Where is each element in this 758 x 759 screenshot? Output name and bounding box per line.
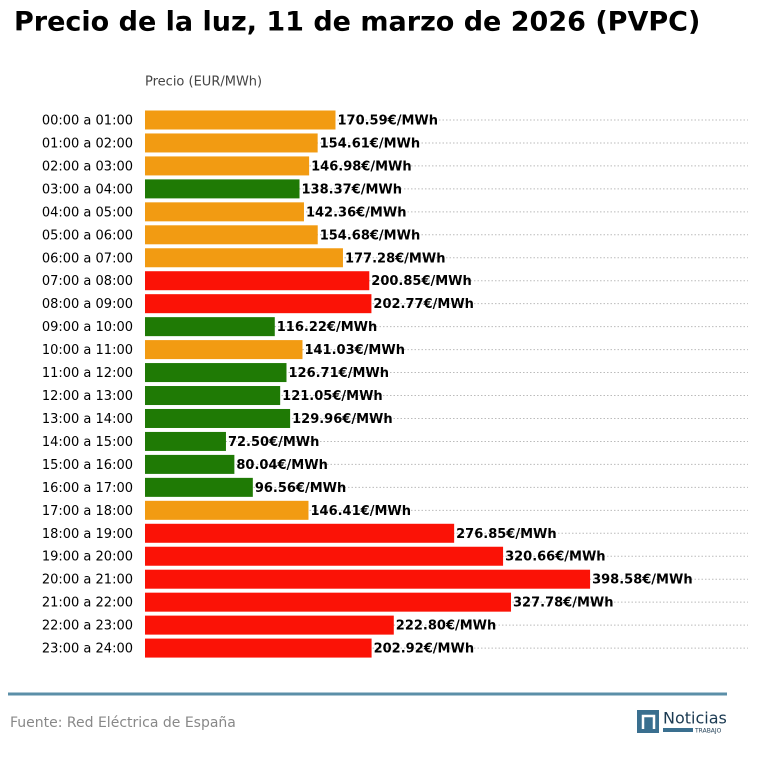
bar xyxy=(145,363,287,383)
bar xyxy=(145,546,504,566)
y-tick-label: 23:00 a 24:00 xyxy=(42,642,133,657)
value-label: 142.36€/MWh xyxy=(306,205,407,220)
y-tick-label: 10:00 a 11:00 xyxy=(42,343,133,358)
bar xyxy=(145,110,336,130)
value-label: 116.22€/MWh xyxy=(277,320,378,335)
y-tick-label: 03:00 a 04:00 xyxy=(42,182,133,197)
bar xyxy=(145,133,318,153)
bar xyxy=(145,431,226,451)
value-label: 146.98€/MWh xyxy=(311,159,412,174)
y-tick-label: 12:00 a 13:00 xyxy=(42,389,133,404)
value-label: 222.80€/MWh xyxy=(396,619,497,634)
y-tick-label: 22:00 a 23:00 xyxy=(42,619,133,634)
y-tick-label: 09:00 a 10:00 xyxy=(42,320,133,335)
value-label: 177.28€/MWh xyxy=(345,251,446,266)
value-label: 138.37€/MWh xyxy=(302,182,403,197)
source: Fuente: Red Eléctrica de España xyxy=(10,715,236,731)
y-tick-label: 07:00 a 08:00 xyxy=(42,274,133,289)
bar xyxy=(145,248,343,268)
axis-label: Precio (EUR/MWh) xyxy=(145,75,262,90)
bar xyxy=(145,340,303,360)
value-label: 72.50€/MWh xyxy=(228,435,319,450)
value-label: 126.71€/MWh xyxy=(288,366,389,381)
y-tick-label: 14:00 a 15:00 xyxy=(42,435,133,450)
bar xyxy=(145,592,512,612)
value-label: 276.85€/MWh xyxy=(456,527,557,542)
bar xyxy=(145,225,318,245)
bar xyxy=(145,638,372,658)
y-tick-label: 15:00 a 16:00 xyxy=(42,458,133,473)
bar xyxy=(145,156,310,176)
bar xyxy=(145,615,394,635)
bar xyxy=(145,179,300,199)
y-tick-label: 13:00 a 14:00 xyxy=(42,412,133,427)
value-label: 327.78€/MWh xyxy=(513,596,614,611)
logo-icon xyxy=(637,710,659,733)
y-tick-label: 06:00 a 07:00 xyxy=(42,251,133,266)
logo-glyph xyxy=(641,714,656,729)
bar xyxy=(145,202,304,222)
value-label: 80.04€/MWh xyxy=(236,458,327,473)
bar xyxy=(145,386,281,406)
y-tick-label: 16:00 a 17:00 xyxy=(42,481,133,496)
y-tick-label: 08:00 a 09:00 xyxy=(42,297,133,312)
y-tick-label: 17:00 a 18:00 xyxy=(42,504,133,519)
value-label: 121.05€/MWh xyxy=(282,389,383,404)
bar xyxy=(145,477,253,497)
value-label: 170.59€/MWh xyxy=(337,114,438,129)
value-label: 320.66€/MWh xyxy=(505,550,605,565)
y-tick-label: 18:00 a 19:00 xyxy=(42,527,133,542)
bar xyxy=(145,408,291,428)
bar xyxy=(145,271,370,291)
y-tick-label: 20:00 a 21:00 xyxy=(42,573,133,588)
bar xyxy=(145,523,455,543)
y-tick-label: 05:00 a 06:00 xyxy=(42,228,133,243)
y-tick-label: 04:00 a 05:00 xyxy=(42,205,133,220)
y-tick-label: 21:00 a 22:00 xyxy=(42,596,133,611)
bar xyxy=(145,294,372,314)
value-label: 96.56€/MWh xyxy=(255,481,346,496)
logo-text: Noticias xyxy=(663,709,727,728)
y-tick-label: 02:00 a 03:00 xyxy=(42,159,133,174)
logo-bar xyxy=(663,728,693,732)
value-label: 202.77€/MWh xyxy=(373,297,474,312)
value-label: 146.41€/MWh xyxy=(310,504,411,519)
value-label: 202.92€/MWh xyxy=(374,642,475,657)
y-tick-label: 00:00 a 01:00 xyxy=(42,114,133,129)
bar xyxy=(145,454,235,474)
y-tick-label: 01:00 a 02:00 xyxy=(42,136,133,151)
bar xyxy=(145,317,275,337)
value-label: 129.96€/MWh xyxy=(292,412,393,427)
y-tick-label: 19:00 a 20:00 xyxy=(42,550,133,565)
value-label: 141.03€/MWh xyxy=(304,343,405,358)
logo-sub: TRABAJO xyxy=(694,728,722,735)
value-label: 398.58€/MWh xyxy=(592,573,693,588)
bar xyxy=(145,500,309,520)
chart-title: Precio de la luz, 11 de marzo de 2026 (P… xyxy=(14,7,700,38)
value-label: 154.68€/MWh xyxy=(320,228,421,243)
y-tick-label: 11:00 a 12:00 xyxy=(42,366,133,381)
value-label: 200.85€/MWh xyxy=(371,274,472,289)
value-label: 154.61€/MWh xyxy=(320,136,421,151)
bar xyxy=(145,569,591,589)
